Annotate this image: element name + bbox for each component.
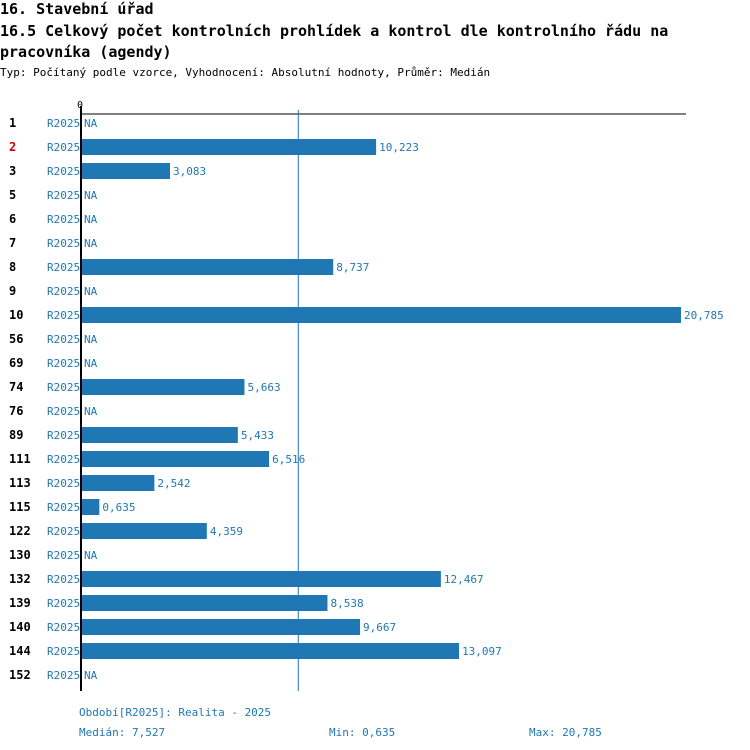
bar bbox=[81, 571, 441, 587]
section-title: 16. Stavební úřad bbox=[0, 0, 154, 18]
bar bbox=[81, 259, 334, 275]
period-label: R2025 bbox=[47, 285, 80, 298]
category-label: 7 bbox=[9, 236, 16, 250]
data-label: 8,737 bbox=[336, 261, 369, 274]
bar bbox=[81, 427, 238, 443]
data-label: NA bbox=[84, 549, 98, 562]
axis-tick-label: 0 bbox=[77, 100, 83, 111]
data-label: NA bbox=[84, 405, 98, 418]
data-label: 10,223 bbox=[379, 141, 419, 154]
period-label: R2025 bbox=[47, 381, 80, 394]
bar bbox=[81, 619, 361, 635]
data-label: 4,359 bbox=[210, 525, 243, 538]
category-label: 115 bbox=[9, 500, 31, 514]
category-label: 69 bbox=[9, 356, 23, 370]
category-label: 122 bbox=[9, 524, 31, 538]
bar bbox=[81, 451, 270, 467]
data-label: 6,516 bbox=[272, 453, 305, 466]
period-label: R2025 bbox=[47, 669, 80, 682]
category-label: 144 bbox=[9, 644, 31, 658]
period-label: R2025 bbox=[47, 189, 80, 202]
period-label: R2025 bbox=[47, 525, 80, 538]
category-label: 140 bbox=[9, 620, 31, 634]
data-label: NA bbox=[84, 237, 98, 250]
bar bbox=[81, 499, 100, 515]
period-label: R2025 bbox=[47, 453, 80, 466]
bar bbox=[81, 379, 245, 395]
max-label: Max: 20,785 bbox=[529, 726, 602, 739]
category-label: 8 bbox=[9, 260, 16, 274]
period-label: R2025 bbox=[47, 405, 80, 418]
category-label: 1 bbox=[9, 116, 16, 130]
bar bbox=[81, 643, 460, 659]
chart-title: 16.5 Celkový počet kontrolních prohlídek… bbox=[0, 22, 669, 61]
data-label: NA bbox=[84, 213, 98, 226]
data-label: NA bbox=[84, 357, 98, 370]
period-label: R2025 bbox=[47, 429, 80, 442]
period-label: R2025 bbox=[47, 573, 80, 586]
data-label: NA bbox=[84, 333, 98, 346]
category-label: 9 bbox=[9, 284, 16, 298]
median-label: Medián: 7,527 bbox=[79, 726, 166, 739]
bar bbox=[81, 523, 207, 539]
category-label: 3 bbox=[9, 164, 16, 178]
period-label: R2025 bbox=[47, 141, 80, 154]
chart-meta: Typ: Počítaný podle vzorce, Vyhodnocení:… bbox=[0, 66, 491, 79]
bar bbox=[81, 595, 328, 611]
data-label: 8,538 bbox=[330, 597, 363, 610]
data-label: 5,663 bbox=[247, 381, 280, 394]
category-label: 2 bbox=[9, 140, 16, 154]
data-label: 13,097 bbox=[462, 645, 502, 658]
category-label: 6 bbox=[9, 212, 16, 226]
bar bbox=[81, 307, 681, 323]
data-label: NA bbox=[84, 117, 98, 130]
category-label: 89 bbox=[9, 428, 23, 442]
data-label: 9,667 bbox=[363, 621, 396, 634]
category-label: 5 bbox=[9, 188, 16, 202]
data-label: 12,467 bbox=[444, 573, 484, 586]
data-label: NA bbox=[84, 285, 98, 298]
data-label: NA bbox=[84, 669, 98, 682]
period-label: R2025 bbox=[47, 597, 80, 610]
period-label: R2025 bbox=[47, 165, 80, 178]
period-label: R2025 bbox=[47, 237, 80, 250]
category-label: 111 bbox=[9, 452, 31, 466]
period-label: R2025 bbox=[47, 213, 80, 226]
bar bbox=[81, 475, 155, 491]
data-label: 3,083 bbox=[173, 165, 206, 178]
period-label: R2025 bbox=[47, 261, 80, 274]
data-label: 20,785 bbox=[684, 309, 724, 322]
category-label: 130 bbox=[9, 548, 31, 562]
category-label: 132 bbox=[9, 572, 31, 586]
data-label: 0,635 bbox=[102, 501, 135, 514]
data-label: 5,433 bbox=[241, 429, 274, 442]
period-label: R2025 bbox=[47, 501, 80, 514]
category-label: 76 bbox=[9, 404, 23, 418]
period-label: R2025 bbox=[47, 333, 80, 346]
category-label: 74 bbox=[9, 380, 23, 394]
category-label: 152 bbox=[9, 668, 31, 682]
min-label: Min: 0,635 bbox=[329, 726, 396, 739]
category-label: 139 bbox=[9, 596, 31, 610]
period-label: R2025 bbox=[47, 477, 80, 490]
category-label: 113 bbox=[9, 476, 31, 490]
bar bbox=[81, 139, 377, 155]
period-label: R2025 bbox=[47, 309, 80, 322]
category-label: 10 bbox=[9, 308, 23, 322]
period-label: R2025 bbox=[47, 621, 80, 634]
period-label: R2025 bbox=[47, 645, 80, 658]
period-label: R2025 bbox=[47, 357, 80, 370]
data-label: NA bbox=[84, 189, 98, 202]
period-label: R2025 bbox=[47, 549, 80, 562]
bar-chart: 0 1 R2025 NA 2 R2025 10,223 3 R2025 3,083 5 R2025 NA… bbox=[9, 100, 724, 691]
period-label: Období[R2025]: Realita - 2025 bbox=[79, 706, 272, 719]
period-label: R2025 bbox=[47, 117, 80, 130]
bar bbox=[81, 163, 170, 179]
category-label: 56 bbox=[9, 332, 23, 346]
data-label: 2,542 bbox=[157, 477, 190, 490]
